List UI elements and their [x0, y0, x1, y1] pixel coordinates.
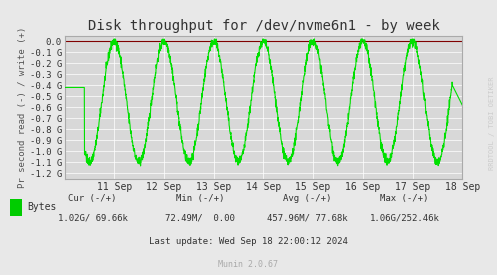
Text: RRDTOOL / TOBI OETIKER: RRDTOOL / TOBI OETIKER — [489, 77, 495, 170]
Text: Max (-/+): Max (-/+) — [380, 194, 428, 203]
Text: 1.02G/ 69.66k: 1.02G/ 69.66k — [58, 214, 128, 223]
Text: Min (-/+): Min (-/+) — [175, 194, 224, 203]
Title: Disk throughput for /dev/nvme6n1 - by week: Disk throughput for /dev/nvme6n1 - by we… — [87, 19, 439, 33]
Text: Last update: Wed Sep 18 22:00:12 2024: Last update: Wed Sep 18 22:00:12 2024 — [149, 237, 348, 246]
Text: 1.06G/252.46k: 1.06G/252.46k — [369, 214, 439, 223]
Text: Munin 2.0.67: Munin 2.0.67 — [219, 260, 278, 269]
Text: 457.96M/ 77.68k: 457.96M/ 77.68k — [266, 214, 347, 223]
Text: Avg (-/+): Avg (-/+) — [283, 194, 331, 203]
Text: Cur (-/+): Cur (-/+) — [69, 194, 117, 203]
Text: Bytes: Bytes — [27, 202, 56, 212]
Bar — [10, 199, 22, 216]
Y-axis label: Pr second read (-) / write (+): Pr second read (-) / write (+) — [18, 27, 27, 188]
Text: 72.49M/  0.00: 72.49M/ 0.00 — [165, 214, 235, 223]
